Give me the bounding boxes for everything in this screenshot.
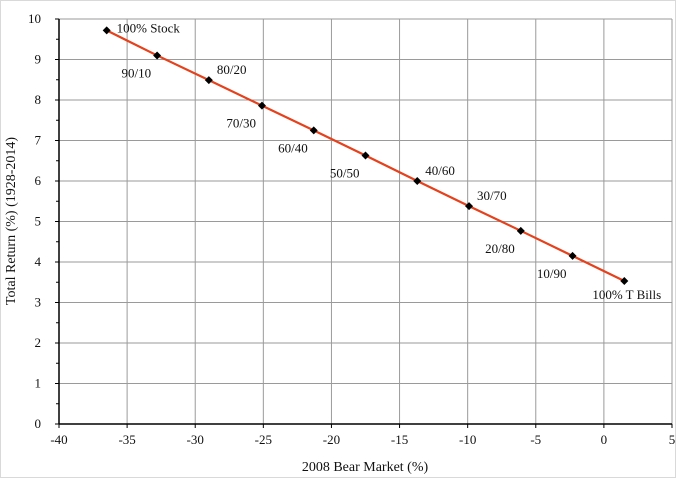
data-point [465,202,474,211]
data-point [153,51,162,60]
x-tick-label: -5 [530,432,541,447]
data-point [309,126,318,135]
data-label: 70/30 [226,116,256,131]
data-label: 30/70 [477,188,507,203]
data-point [568,251,577,260]
y-tick-label: 9 [35,52,42,67]
x-tick-label: -30 [187,432,204,447]
data-point [102,26,111,35]
data-label: 60/40 [278,140,308,155]
x-tick-label: -20 [323,432,340,447]
data-point [413,177,422,185]
data-point [516,226,525,235]
data-label: 90/10 [121,65,151,80]
data-label: 80/20 [217,62,247,77]
x-tick-label: 0 [601,432,608,447]
data-point [257,101,266,110]
y-tick-label: 1 [35,376,42,391]
data-point [361,151,370,160]
y-tick-label: 0 [35,416,42,431]
x-tick-label: -40 [50,432,67,447]
y-tick-label: 3 [35,295,42,310]
data-label: 40/60 [425,163,455,178]
tick-labels: 0 1 2 3 4 5 6 7 8 9 10 -40 -35 -30 -25 -20 -15 -10 -5 0 5 [28,11,675,447]
x-tick-label: -15 [391,432,408,447]
data-point [204,76,213,85]
y-axis-label: Total Return (%) (1928-2014) [4,137,19,305]
axes [55,18,673,428]
y-tick-label: 7 [35,133,42,148]
x-tick-label: -10 [459,432,476,447]
y-tick-label: 8 [35,92,42,107]
point-labels: 100% Stock 90/10 80/20 70/30 60/40 50/50 40/60… [117,20,662,302]
y-tick-label: 5 [35,214,42,229]
data-point [620,277,629,286]
y-tick-label: 10 [28,11,41,26]
x-tick-label: -35 [118,432,135,447]
data-label: 10/90 [537,266,567,281]
data-label: 20/80 [485,241,515,256]
x-axis-label: 2008 Bear Market (%) [302,460,429,475]
x-tick-label: -25 [255,432,272,447]
y-tick-label: 6 [35,173,42,188]
x-tick-label: 5 [669,432,676,447]
data-label: 50/50 [330,165,360,180]
series [102,26,629,286]
y-tick-label: 4 [35,254,42,269]
y-tick-label: 2 [35,335,42,350]
data-label: 100% T Bills [592,287,661,302]
data-label: 100% Stock [117,20,181,35]
